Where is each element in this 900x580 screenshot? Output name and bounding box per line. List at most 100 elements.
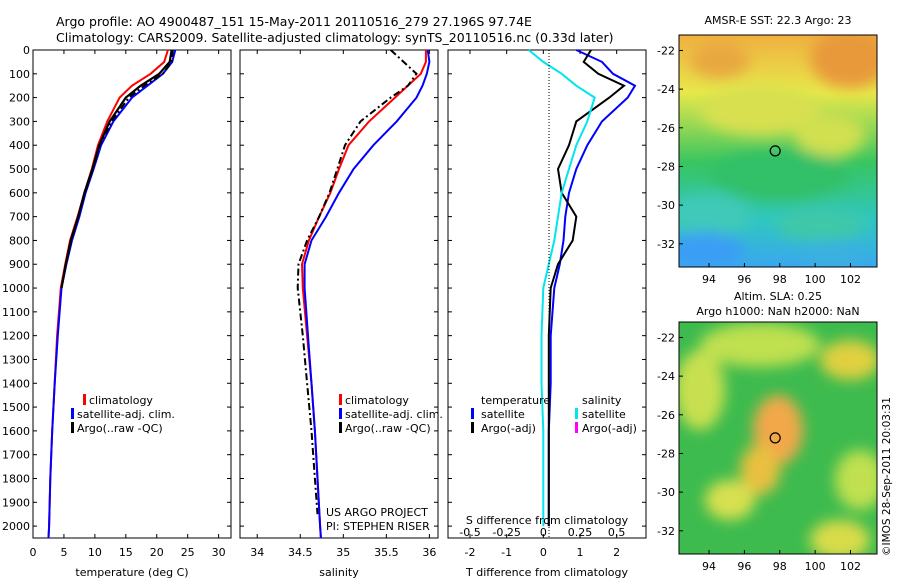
legend-label: climatology bbox=[345, 394, 409, 407]
sla-patch bbox=[820, 340, 877, 380]
sla-patch bbox=[810, 520, 870, 554]
series-group bbox=[47, 49, 637, 539]
x-tick-label: 34 bbox=[250, 546, 264, 559]
y-tick-label: 1400 bbox=[2, 377, 30, 390]
sla-patch bbox=[679, 350, 725, 430]
map-y-tick-label: -24 bbox=[657, 83, 675, 96]
y-tick-label: 1300 bbox=[2, 353, 30, 366]
map-y-tick-label: -32 bbox=[657, 238, 675, 251]
series-line-temperature-argo-adj- bbox=[547, 49, 626, 527]
map1-title: AMSR-E SST: 22.3 Argo: 23 bbox=[704, 14, 851, 27]
legend-swatch-climatology bbox=[83, 394, 86, 405]
map2-frame bbox=[678, 321, 878, 555]
y-tick-label: 500 bbox=[9, 163, 30, 176]
x-tick-label: 5 bbox=[60, 546, 67, 559]
y-tick-label: 1900 bbox=[2, 496, 30, 509]
header-line-2: Climatology: CARS2009. Satellite-adjuste… bbox=[56, 30, 613, 45]
y-tick-label: 1600 bbox=[2, 425, 30, 438]
sla-patch bbox=[700, 323, 820, 367]
sla-patch bbox=[705, 480, 755, 520]
legend-swatch-s-argo bbox=[575, 422, 578, 433]
y-tick-label: 300 bbox=[9, 115, 30, 128]
map-x-tick-label: 96 bbox=[737, 560, 751, 573]
s-tick-label: 0.5 bbox=[608, 526, 626, 539]
s-tick-label: -0.5 bbox=[459, 526, 480, 539]
s-difference-label: S difference from climatology bbox=[466, 514, 629, 527]
map-x-tick-label: 96 bbox=[737, 273, 751, 286]
argo-location-marker bbox=[769, 432, 781, 444]
y-tick-label: 1000 bbox=[2, 282, 30, 295]
difference-panel-frame bbox=[447, 49, 647, 539]
map-y-tick-label: -24 bbox=[657, 370, 675, 383]
y-tick-label: 200 bbox=[9, 92, 30, 105]
map-x-tick-label: 94 bbox=[702, 273, 716, 286]
legend-swatch-s-satellite bbox=[575, 408, 578, 419]
map-x-tick-label: 102 bbox=[840, 560, 861, 573]
pi-annotation: PI: STEPHEN RISER bbox=[326, 520, 430, 533]
s-tick-label: 0 bbox=[540, 526, 547, 539]
sst-warm-patch bbox=[690, 42, 750, 78]
legend-swatch-t-argo bbox=[471, 422, 474, 433]
map-y-tick-label: -22 bbox=[657, 44, 675, 57]
map-x-tick-label: 102 bbox=[840, 273, 861, 286]
s-tick-label: 0.25 bbox=[568, 526, 593, 539]
legend-swatch-satellite bbox=[71, 408, 74, 419]
y-tick-label: 700 bbox=[9, 211, 30, 224]
y-tick-label: 1700 bbox=[2, 449, 30, 462]
sst-map bbox=[679, 35, 877, 267]
series-line-satellite-adj-clim- bbox=[47, 49, 177, 539]
y-tick-label: 100 bbox=[9, 68, 30, 81]
series-line-temperature-satellite bbox=[547, 49, 637, 527]
map-y-tick-label: -28 bbox=[657, 160, 675, 173]
x-tick-label: 25 bbox=[181, 546, 195, 559]
map1-frame bbox=[678, 34, 878, 268]
x-tick-label: -2 bbox=[465, 546, 476, 559]
sla-patch bbox=[740, 445, 780, 495]
map-x-tick-label: 94 bbox=[702, 560, 716, 573]
legend-label: climatology bbox=[89, 394, 153, 407]
sst-cyan-patch bbox=[679, 193, 750, 237]
map-y-tick-label: -32 bbox=[657, 525, 675, 538]
legend-label: Argo(-adj) bbox=[481, 422, 536, 435]
sla-patch bbox=[835, 450, 877, 510]
map-y-tick-label: -26 bbox=[657, 122, 675, 135]
legend-label: Argo(..raw -QC) bbox=[345, 422, 431, 435]
header-line-1: Argo profile: AO 4900487_151 15-May-2011… bbox=[56, 14, 532, 29]
sla-map bbox=[679, 322, 877, 554]
series-line-climatology bbox=[300, 50, 427, 539]
x-tick-label: 35.5 bbox=[374, 546, 399, 559]
x-tick-label: 1 bbox=[577, 546, 584, 559]
series-line-argo-raw-qc- bbox=[60, 49, 174, 289]
y-tick-label: 1100 bbox=[2, 306, 30, 319]
y-tick-label: 800 bbox=[9, 234, 30, 247]
legend-label: satellite-adj. clim. bbox=[345, 408, 443, 421]
x-tick-label: 0 bbox=[30, 546, 37, 559]
map-x-tick-label: 100 bbox=[805, 560, 826, 573]
salinity-xlabel: salinity bbox=[319, 566, 359, 579]
legend-swatch-climatology bbox=[339, 394, 342, 405]
map1-axis-ticks: 94 96 98 100 102 -22 -24 -26 -28 -30 -32 bbox=[657, 44, 861, 286]
legend-title-salinity: salinity bbox=[582, 394, 622, 407]
map2-axis-ticks: 94 96 98 100 102 -22 -24 -26 -28 -30 -32 bbox=[657, 331, 861, 573]
sst-mid-patch bbox=[795, 113, 865, 157]
legend-swatch-argo bbox=[71, 422, 74, 433]
map2-title-line-1: Altim. SLA: 0.25 bbox=[734, 290, 822, 303]
x-tick-label: -1 bbox=[501, 546, 512, 559]
y-tick-label: 0 bbox=[23, 44, 30, 57]
series-line-argo-raw-qc- bbox=[296, 49, 418, 515]
y-tick-label: 600 bbox=[9, 187, 30, 200]
map-y-tick-label: -28 bbox=[657, 447, 675, 460]
x-tick-label: 0 bbox=[540, 546, 547, 559]
x-tick-label: 35 bbox=[336, 546, 350, 559]
x-tick-label: 15 bbox=[119, 546, 133, 559]
project-annotation: US ARGO PROJECT bbox=[326, 506, 428, 519]
sst-green-patch bbox=[710, 150, 850, 200]
temperature-legend: climatology satellite-adj. clim. Argo(..… bbox=[71, 394, 175, 435]
y-tick-label: 900 bbox=[9, 258, 30, 271]
series-line-salinity-satellite bbox=[528, 49, 596, 527]
argo-location-marker bbox=[769, 145, 781, 157]
x-tick-label: 10 bbox=[88, 546, 102, 559]
salinity-panel-frame bbox=[239, 49, 439, 539]
legend-label: satellite bbox=[582, 408, 626, 421]
